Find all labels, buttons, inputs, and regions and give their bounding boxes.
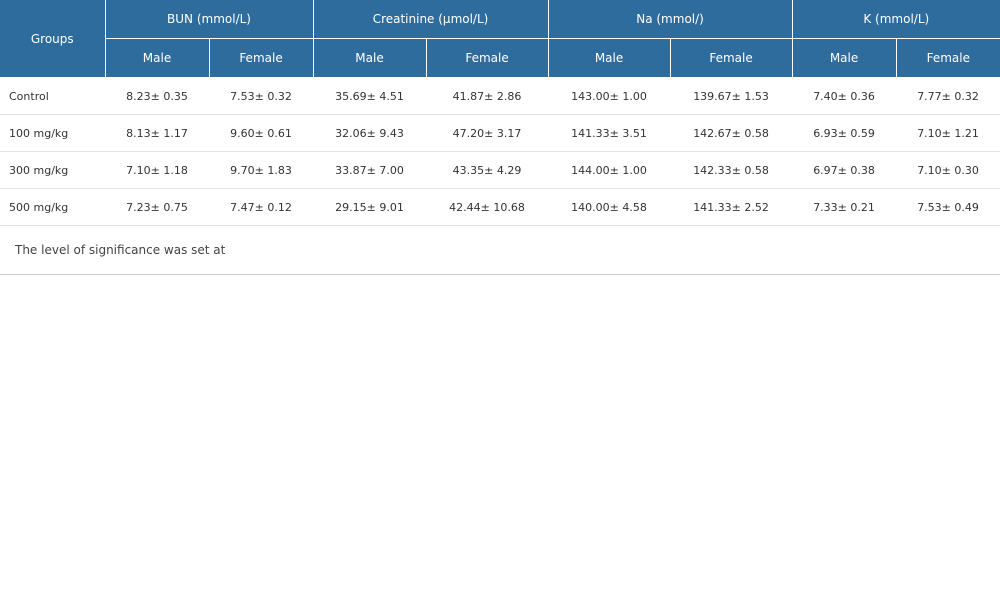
table-cell: 7.47± 0.12 bbox=[209, 188, 314, 226]
sodium-header: Na (mmol/) bbox=[548, 0, 793, 39]
table-cell: 42.44± 10.68 bbox=[426, 188, 549, 226]
potassium-header: K (mmol/L) bbox=[792, 0, 1000, 39]
sex-header-female: Female bbox=[209, 38, 314, 78]
group-label: Control bbox=[0, 77, 105, 115]
table-cell: 7.53± 0.32 bbox=[209, 77, 314, 115]
table-cell: 7.40± 0.36 bbox=[792, 77, 897, 115]
table-body: Control 8.23± 0.35 7.53± 0.32 35.69± 4.5… bbox=[0, 77, 1000, 275]
table-cell: 8.23± 0.35 bbox=[105, 77, 209, 115]
table-cell: 7.23± 0.75 bbox=[105, 188, 209, 226]
table-cell: 41.87± 2.86 bbox=[426, 77, 549, 115]
data-table-container: Groups BUN (mmol/L) Creatinine (μmol/L) … bbox=[0, 0, 1000, 275]
sex-header-female: Female bbox=[670, 38, 793, 78]
table-cell: 7.10± 0.30 bbox=[896, 151, 1000, 189]
table-header: Groups BUN (mmol/L) Creatinine (μmol/L) … bbox=[0, 0, 1000, 78]
table-cell: 143.00± 1.00 bbox=[548, 77, 671, 115]
table-cell: 7.10± 1.18 bbox=[105, 151, 209, 189]
table-cell: 9.60± 0.61 bbox=[209, 114, 314, 152]
table-row: 100 mg/kg 8.13± 1.17 9.60± 0.61 32.06± 9… bbox=[0, 114, 1000, 152]
sex-header-male: Male bbox=[548, 38, 671, 78]
table-cell: 47.20± 3.17 bbox=[426, 114, 549, 152]
group-label: 500 mg/kg bbox=[0, 188, 105, 226]
table-cell: 141.33± 2.52 bbox=[670, 188, 793, 226]
table-cell: 7.53± 0.49 bbox=[896, 188, 1000, 226]
table-row: Control 8.23± 0.35 7.53± 0.32 35.69± 4.5… bbox=[0, 77, 1000, 115]
table-cell: 141.33± 3.51 bbox=[548, 114, 671, 152]
sex-header-male: Male bbox=[313, 38, 427, 78]
bun-header: BUN (mmol/L) bbox=[105, 0, 314, 39]
group-label: 100 mg/kg bbox=[0, 114, 105, 152]
serum-parameters-table: Groups BUN (mmol/L) Creatinine (μmol/L) … bbox=[0, 0, 1000, 275]
table-cell: 33.87± 7.00 bbox=[313, 151, 427, 189]
sex-header-male: Male bbox=[105, 38, 210, 78]
table-cell: 139.67± 1.53 bbox=[670, 77, 793, 115]
table-cell: 32.06± 9.43 bbox=[313, 114, 427, 152]
table-cell: 142.33± 0.58 bbox=[670, 151, 793, 189]
table-cell: 144.00± 1.00 bbox=[548, 151, 671, 189]
table-cell: 6.97± 0.38 bbox=[792, 151, 897, 189]
table-cell: 8.13± 1.17 bbox=[105, 114, 209, 152]
table-row: 500 mg/kg 7.23± 0.75 7.47± 0.12 29.15± 9… bbox=[0, 188, 1000, 226]
footnote-row: The level of significance was set at bbox=[0, 225, 1000, 275]
sex-header-female: Female bbox=[426, 38, 549, 78]
sex-header-male: Male bbox=[792, 38, 897, 78]
groups-column-header: Groups bbox=[0, 0, 106, 78]
table-footnote: The level of significance was set at bbox=[0, 225, 1000, 275]
group-label: 300 mg/kg bbox=[0, 151, 105, 189]
table-cell: 6.93± 0.59 bbox=[792, 114, 897, 152]
creatinine-header: Creatinine (μmol/L) bbox=[313, 0, 549, 39]
table-cell: 29.15± 9.01 bbox=[313, 188, 427, 226]
table-row: 300 mg/kg 7.10± 1.18 9.70± 1.83 33.87± 7… bbox=[0, 151, 1000, 189]
table-cell: 142.67± 0.58 bbox=[670, 114, 793, 152]
sex-header-female: Female bbox=[896, 38, 1000, 78]
table-cell: 43.35± 4.29 bbox=[426, 151, 549, 189]
table-cell: 9.70± 1.83 bbox=[209, 151, 314, 189]
table-cell: 140.00± 4.58 bbox=[548, 188, 671, 226]
table-cell: 7.33± 0.21 bbox=[792, 188, 897, 226]
table-cell: 35.69± 4.51 bbox=[313, 77, 427, 115]
table-cell: 7.10± 1.21 bbox=[896, 114, 1000, 152]
table-cell: 7.77± 0.32 bbox=[896, 77, 1000, 115]
